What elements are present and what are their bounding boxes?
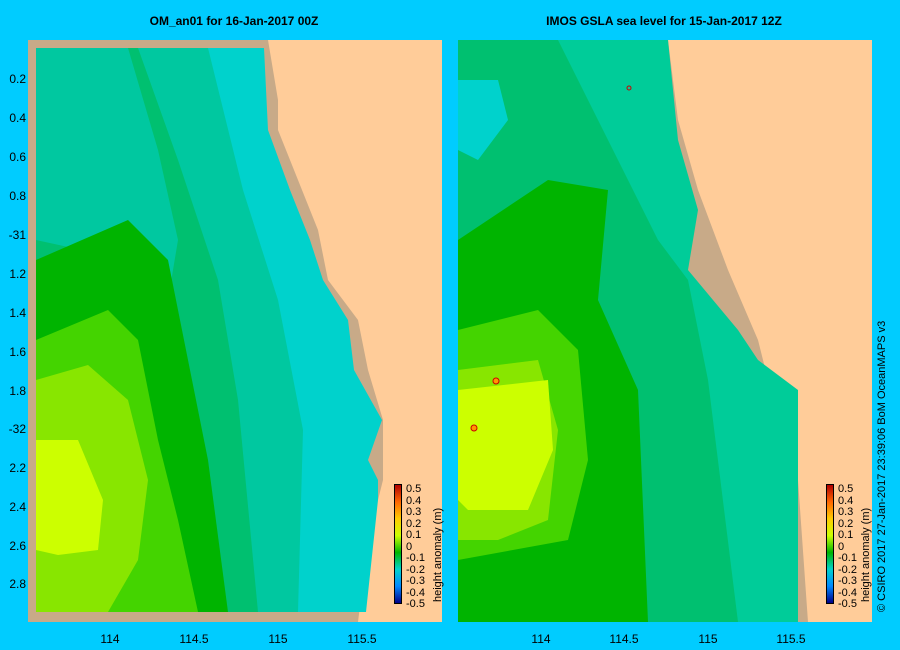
right-panel-title: IMOS GSLA sea level for 15-Jan-2017 12Z	[546, 14, 782, 28]
colorbar-left: 0.5 0.4 0.3 0.2 0.1 0 -0.1 -0.2 -0.3 -0.4 -0.5 hei…	[394, 483, 444, 610]
left-map	[28, 40, 442, 622]
left-panel-title: OM_an01 for 16-Jan-2017 00Z	[149, 14, 319, 28]
credit-text: © CSIRO 2017 27-Jan-2017 23:39:06 BoM Oc…	[876, 320, 888, 612]
colorbar-right: 0.5 0.4 0.3 0.2 0.1 0 -0.1 -0.2 -0.3 -0.4 -0.5 hei…	[826, 483, 872, 610]
right-map	[458, 40, 872, 622]
